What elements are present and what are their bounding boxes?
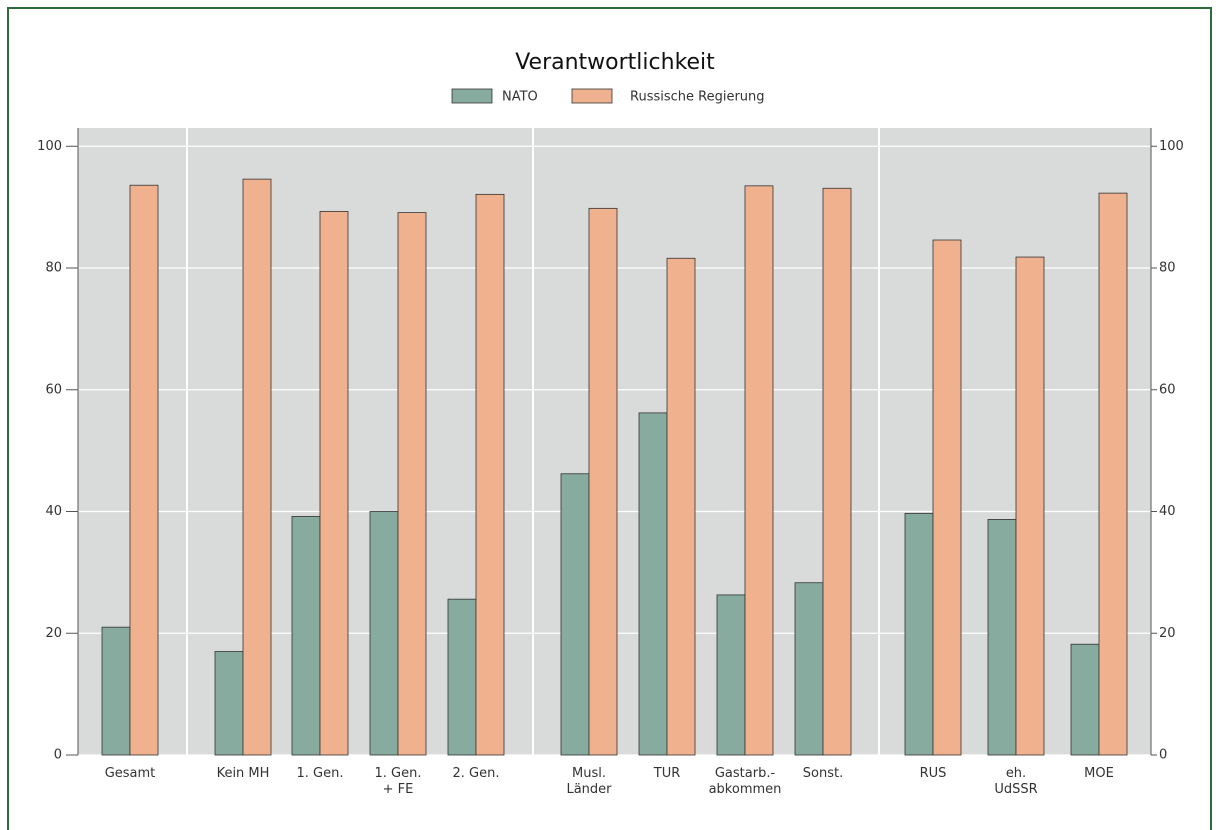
bar (447, 598, 477, 756)
chart-title: Verantwortlichkeit (515, 50, 715, 75)
bar (242, 178, 272, 756)
y-tick-label: 60 (45, 382, 62, 397)
bar (291, 515, 321, 756)
bar (904, 512, 934, 756)
y-tick-label: 20 (45, 626, 62, 641)
bar (588, 207, 618, 756)
bar (822, 187, 852, 756)
bar (1070, 643, 1100, 756)
bar (214, 651, 244, 756)
y2-tick-label: 100 (1159, 139, 1184, 154)
x-tick-label: Gesamt (104, 766, 156, 781)
bar (1098, 192, 1128, 756)
x-tick-label: TUR (653, 766, 681, 781)
y-tick-label: 0 (54, 748, 62, 763)
x-tick-label: RUS (919, 766, 947, 781)
bar (794, 582, 824, 756)
x-tick-label: Kein MH (216, 766, 270, 781)
bar (987, 519, 1017, 756)
bar (475, 193, 505, 756)
legend-label: NATO (502, 90, 538, 105)
y2-tick-label: 80 (1159, 261, 1176, 276)
bar (560, 473, 590, 756)
legend-swatch (451, 88, 493, 104)
legend-swatch (571, 88, 613, 104)
y2-tick-label: 20 (1159, 626, 1176, 641)
bar (666, 257, 696, 756)
bar (932, 239, 962, 756)
y-tick-label: 80 (45, 261, 62, 276)
bar (101, 626, 131, 756)
x-tick-label: Musl. Länder (566, 766, 612, 797)
y2-tick-label: 40 (1159, 504, 1176, 519)
y-tick-label: 40 (45, 504, 62, 519)
bar (1015, 256, 1045, 756)
legend-label: Russische Regierung (630, 90, 765, 105)
x-tick-label: Gastarb.- abkommen (708, 766, 782, 797)
x-tick-label: Sonst. (802, 766, 844, 781)
x-tick-label: 1. Gen. + FE (374, 766, 422, 797)
bar (638, 412, 668, 756)
x-tick-label: MOE (1084, 766, 1114, 781)
y2-tick-label: 60 (1159, 382, 1176, 397)
bar (716, 594, 746, 756)
bar (129, 184, 159, 756)
bar (319, 210, 349, 756)
bar (744, 185, 774, 756)
y-tick-label: 100 (37, 139, 62, 154)
y2-tick-label: 0 (1159, 748, 1167, 763)
x-tick-label: eh. UdSSR (994, 766, 1038, 797)
bar (369, 511, 399, 756)
frame (7, 7, 1212, 830)
x-tick-label: 2. Gen. (452, 766, 500, 781)
x-tick-label: 1. Gen. (296, 766, 344, 781)
bar (397, 212, 427, 756)
